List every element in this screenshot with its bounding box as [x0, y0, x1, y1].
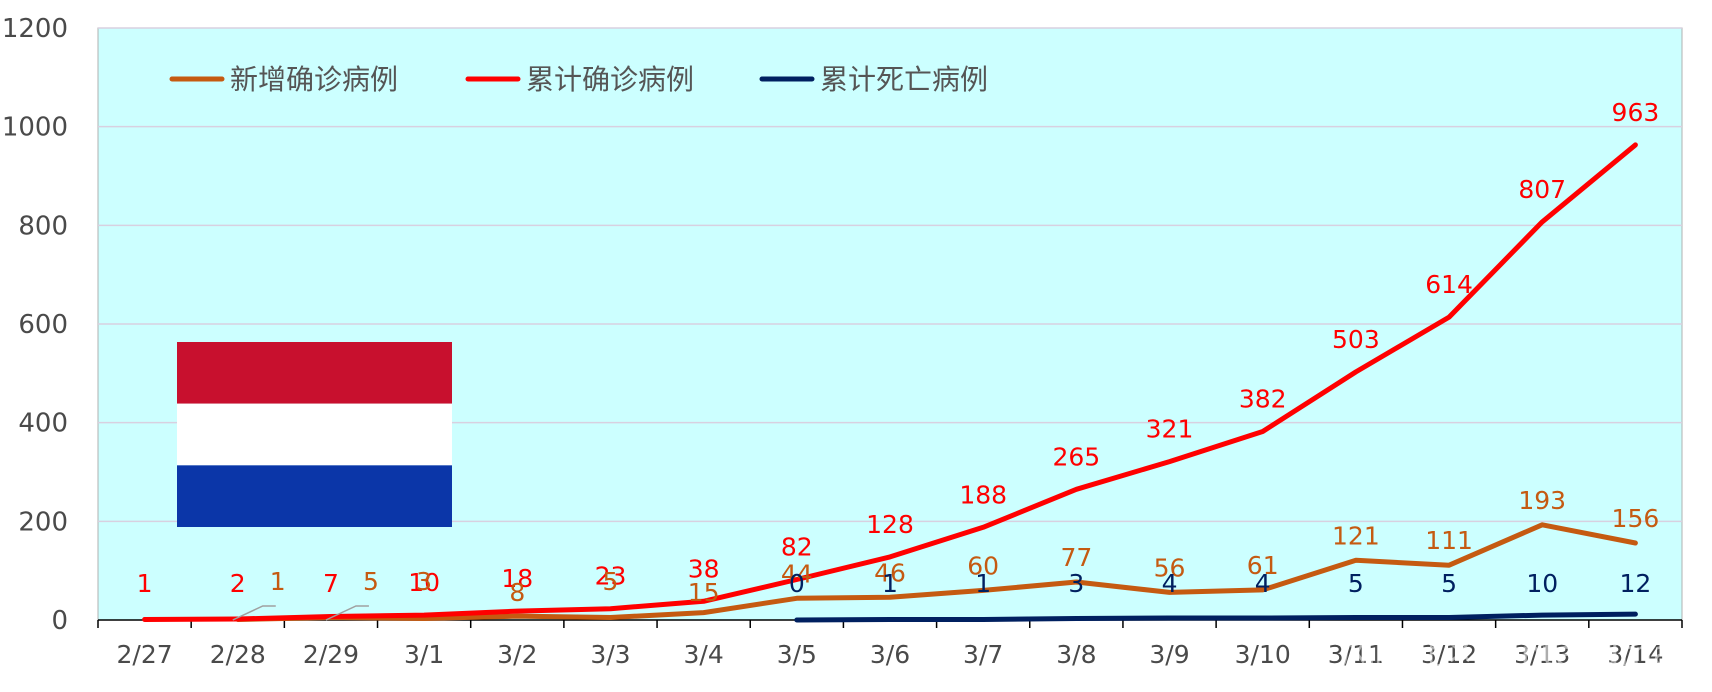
data-label-deaths: 3: [1068, 569, 1084, 598]
data-label-new: 44: [781, 559, 813, 588]
legend-label: 累计确诊病例: [526, 63, 694, 96]
legend-label: 累计死亡病例: [820, 63, 988, 96]
series-lines: [142, 142, 1638, 623]
data-label-new: 193: [1518, 486, 1566, 515]
data-label-deaths: 1: [882, 569, 898, 598]
data-label-cumulative: 807: [1518, 175, 1566, 204]
data-label-cumulative: 188: [959, 480, 1007, 509]
y-tick-label: 1000: [2, 113, 68, 143]
y-tick-label: 400: [18, 409, 68, 439]
x-tick-label: 2/27: [117, 640, 173, 669]
data-label-cumulative: 10: [408, 568, 440, 597]
data-label-new: 3: [416, 567, 432, 596]
data-labels: 1 2 7 10 18 23 3882128188265321382503614807963…: [137, 98, 1660, 621]
data-label-cumulative: 321: [1146, 415, 1194, 444]
x-tick-label: 3/11: [1328, 640, 1384, 669]
netherlands-flag-icon: [177, 342, 452, 527]
series-line-0: [235, 522, 1638, 622]
data-label-new: 121: [1332, 521, 1380, 550]
data-label-deaths: 0: [789, 569, 805, 598]
data-label-cumulative: 2: [230, 569, 246, 598]
data-label-new: 1: [270, 567, 286, 596]
flag-white-band: [177, 403, 452, 466]
y-tick-label: 0: [51, 606, 68, 636]
data-label-deaths: 12: [1620, 569, 1652, 598]
x-tick-label: 3/9: [1149, 640, 1189, 669]
data-label-cumulative: 1: [137, 569, 153, 598]
x-tick-label: 3/3: [590, 640, 630, 669]
x-tick-label: 2/29: [303, 640, 359, 669]
data-label-deaths: 1: [975, 569, 991, 598]
y-tick-label: 1200: [2, 14, 68, 44]
data-label-new: 111: [1425, 526, 1473, 555]
watermark-text: 风闻社区 @ntandman: [1340, 634, 1695, 674]
series-line-2: [794, 611, 1638, 623]
data-label-deaths: 5: [1348, 569, 1364, 598]
data-label-new: 60: [967, 551, 999, 580]
y-tick-label: 200: [18, 507, 68, 537]
x-tick-label: 3/10: [1235, 640, 1291, 669]
x-tick-label: 3/7: [963, 640, 1003, 669]
x-tick-label: 3/14: [1607, 640, 1663, 669]
data-label-cumulative: 38: [688, 554, 720, 583]
x-tick-label: 3/2: [497, 640, 537, 669]
data-label-new: 8: [509, 578, 525, 607]
data-label-cumulative: 128: [866, 510, 914, 539]
data-label-cumulative: 7: [323, 569, 339, 598]
data-label-new: 77: [1060, 543, 1092, 572]
data-label-new: 46: [874, 558, 906, 587]
flag-blue-band: [177, 465, 452, 527]
data-label-cumulative: 963: [1612, 98, 1660, 127]
data-label-deaths: 10: [1526, 569, 1558, 598]
data-label-cumulative: 23: [595, 562, 627, 591]
x-tick-label: 3/4: [684, 640, 724, 669]
series-line-1: [142, 142, 1638, 622]
data-label-new: 15: [688, 578, 720, 607]
y-tick-label: 800: [18, 211, 68, 241]
flag-red-band: [177, 342, 452, 404]
data-label-cumulative: 265: [1052, 442, 1100, 471]
data-label-new: 56: [1154, 553, 1186, 582]
data-label-cumulative: 82: [781, 533, 813, 562]
x-tick-label: 3/8: [1056, 640, 1096, 669]
x-tick-label: 3/1: [404, 640, 444, 669]
x-tick-label: 3/6: [870, 640, 910, 669]
legend: 新增确诊病例 累计确诊病例 累计死亡病例: [169, 63, 988, 96]
data-label-cumulative: 18: [501, 564, 533, 593]
data-label-deaths: 4: [1162, 569, 1178, 598]
y-tick-label: 600: [18, 310, 68, 340]
data-label-cumulative: 614: [1425, 270, 1473, 299]
label-leader-line: [232, 605, 276, 621]
data-label-new: 61: [1247, 551, 1279, 580]
x-tick-label: 2/28: [210, 640, 266, 669]
data-label-deaths: 5: [1441, 569, 1457, 598]
x-tick-label: 3/5: [777, 640, 817, 669]
data-label-cumulative: 382: [1239, 385, 1287, 414]
x-tick-label: 3/13: [1514, 640, 1570, 669]
label-leader-line: [325, 605, 369, 621]
data-label-new: 156: [1612, 504, 1660, 533]
data-label-deaths: 4: [1255, 569, 1271, 598]
data-label-cumulative: 503: [1332, 325, 1380, 354]
data-label-new: 5: [363, 567, 379, 596]
data-label-new: 5: [603, 567, 619, 596]
x-tick-label: 3/12: [1421, 640, 1477, 669]
legend-label: 新增确诊病例: [230, 63, 398, 96]
